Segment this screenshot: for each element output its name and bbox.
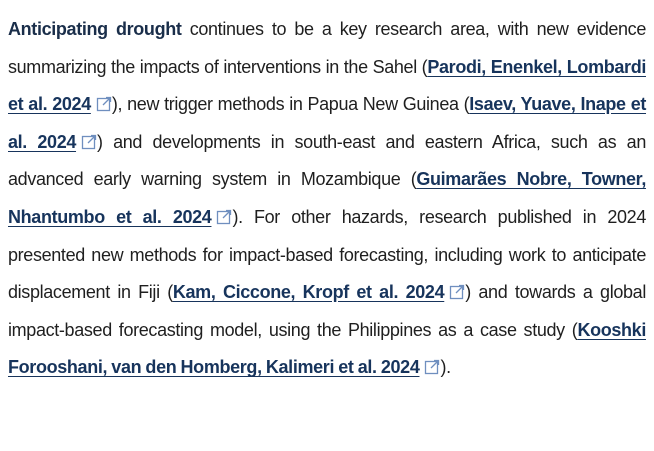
text: ). For other hazards, research published… — [8, 206, 646, 303]
external-link-icon[interactable] — [96, 96, 112, 112]
bold-text: Anticipating drought — [8, 19, 182, 39]
citation-link[interactable]: Kooshki Forooshani, van den Homberg, Kal… — [8, 319, 646, 378]
external-link-icon[interactable] — [216, 209, 232, 225]
text: ), new trigger methods in Papua New Guin… — [111, 94, 470, 115]
external-link-icon[interactable] — [81, 134, 97, 150]
citation-link[interactable]: Guimarães Nobre, Towner, Nhantumbo et al… — [8, 169, 646, 227]
citation-link[interactable]: Kam, Ciccone, Kropf et al. 2024 — [172, 282, 445, 303]
citation-link[interactable]: Parodi, Enenkel, Lombardi et al. 2024 — [8, 56, 646, 115]
text: ). — [440, 357, 451, 378]
paragraph: Anticipating drought continues to be a k… — [8, 19, 647, 378]
external-link-icon[interactable] — [424, 359, 440, 375]
citation-link[interactable]: Isaev, Yuave, Inape et al. 2024 — [8, 94, 647, 152]
text: continues to be a key research area, wit… — [8, 19, 646, 77]
text: ) and developments in south-east and eas… — [8, 131, 646, 190]
external-link-icon[interactable] — [449, 284, 465, 300]
text: ) and towards a global impact-based fore… — [8, 282, 646, 340]
